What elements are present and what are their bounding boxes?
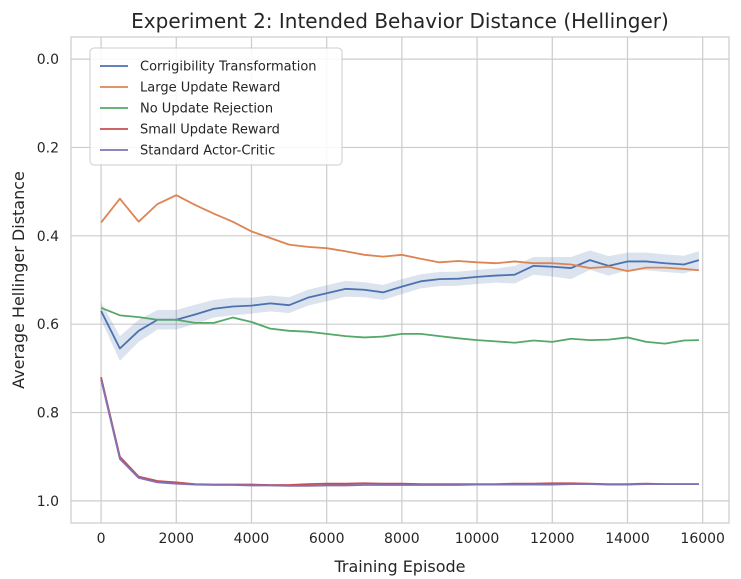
y-tick-label: 0.8 bbox=[37, 406, 59, 422]
y-tick-label: 1.0 bbox=[37, 494, 59, 510]
x-tick-label: 4000 bbox=[234, 531, 270, 547]
x-axis-ticks: 0 2000 4000 6000 8000 10000 12000 14000 16000 bbox=[97, 531, 725, 547]
legend-label: No Update Rejection bbox=[140, 102, 273, 117]
series-lines bbox=[100, 194, 700, 487]
legend: Corrigibility Transformation Large Update… bbox=[89, 47, 343, 166]
legend-label: Small Update Reward bbox=[140, 123, 280, 138]
series-line bbox=[100, 194, 699, 273]
legend-box bbox=[89, 47, 343, 166]
chart-title: Experiment 2: Intended Behavior Distance… bbox=[131, 9, 669, 33]
legend-label: Standard Actor-Critic bbox=[140, 144, 275, 159]
series-line bbox=[100, 259, 700, 350]
y-tick-label: 0.2 bbox=[37, 140, 59, 156]
x-tick-label: 14000 bbox=[605, 531, 650, 547]
y-tick-label: 0.0 bbox=[37, 52, 59, 68]
x-tick-label: 12000 bbox=[530, 531, 575, 547]
series-line bbox=[100, 306, 699, 345]
legend-label: Large Update Reward bbox=[140, 81, 280, 96]
series-line bbox=[100, 379, 699, 487]
x-tick-label: 0 bbox=[97, 531, 106, 547]
x-tick-label: 2000 bbox=[158, 531, 194, 547]
y-axis-title: Average Hellinger Distance bbox=[9, 171, 28, 389]
y-axis-ticks: 0.0 0.2 0.4 0.6 0.8 1.0 bbox=[37, 52, 59, 510]
y-tick-label: 0.6 bbox=[37, 317, 59, 333]
x-tick-label: 16000 bbox=[680, 531, 725, 547]
x-axis-title: Training Episode bbox=[333, 557, 465, 576]
x-tick-label: 10000 bbox=[455, 531, 500, 547]
plot-frame bbox=[70, 36, 730, 524]
y-tick-label: 0.4 bbox=[37, 229, 59, 245]
legend-label: Corrigibility Transformation bbox=[140, 60, 317, 75]
x-tick-label: 6000 bbox=[309, 531, 345, 547]
x-tick-label: 8000 bbox=[384, 531, 420, 547]
